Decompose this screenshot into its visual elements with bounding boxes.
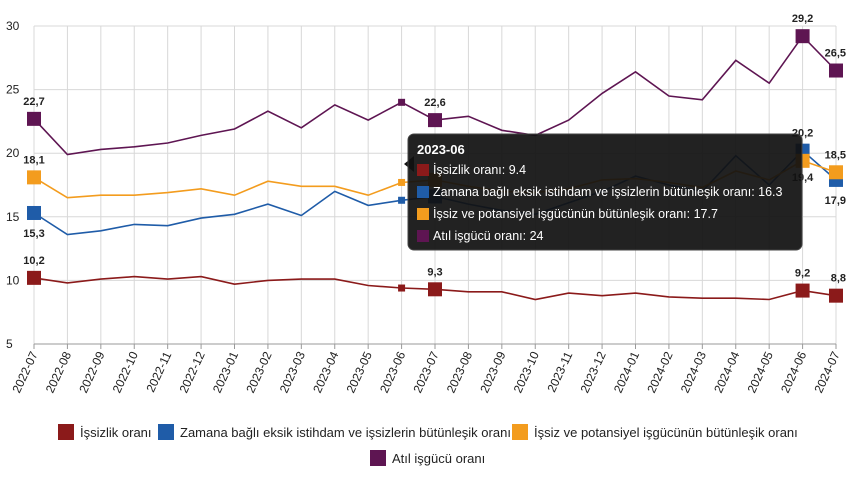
tooltip-title: 2023-06 [417,142,465,157]
legend-label[interactable]: İşsiz ve potansiyel işgücünün bütünleşik… [534,425,798,440]
data-labels: 22,7 22,629,226,518,119,418,515,320,217,9… [23,13,846,284]
x-tick-label: 2024-02 [644,349,675,395]
x-tick-label: 2023-01 [210,349,241,395]
y-tick-label: 5 [6,337,13,351]
x-tick-label: 2024-03 [678,349,709,395]
series-marker[interactable] [829,63,843,78]
series-marker[interactable] [27,270,41,285]
legend: İşsizlik oranı Zamana bağlı eksik istihda… [58,424,798,466]
legend-swatch[interactable] [58,424,74,440]
x-tick-label: 2023-07 [410,349,441,395]
data-label: 10,2 [23,255,44,267]
legend-label[interactable]: Atıl işgücü oranı [392,451,485,466]
legend-swatch[interactable] [512,424,528,440]
data-label: 9,2 [795,268,810,280]
x-tick-label: 2022-09 [76,349,107,395]
data-label: 29,2 [792,13,813,25]
x-tick-label: 2023-06 [377,349,408,395]
x-tick-label: 2022-07 [9,349,40,395]
x-tick-label: 2022-12 [176,349,207,395]
series-marker[interactable] [27,111,41,126]
hover-marker[interactable] [398,196,406,204]
x-tick-label: 2022-08 [43,349,74,395]
x-tick-label: 2023-04 [310,349,341,395]
tooltip-row: İşsizlik oranı: 9.4 [433,163,526,177]
x-tick-label: 2024-06 [778,349,809,395]
x-tick-label: 2023-02 [243,349,274,395]
data-label: 9,3 [427,266,442,278]
legend-swatch[interactable] [158,424,174,440]
series-marker[interactable] [27,205,41,220]
y-tick-label: 20 [6,146,20,160]
x-tick-label: 2023-11 [544,349,575,394]
data-label: 15,3 [23,228,44,240]
y-tick-label: 15 [6,210,20,224]
series-marker[interactable] [27,170,41,185]
tooltip-row: Atıl işgücü oranı: 24 [433,229,544,243]
data-label: 8,8 [831,273,846,285]
legend-label[interactable]: İşsizlik oranı [80,425,152,440]
x-tick-label: 2022-10 [110,349,141,395]
x-tick-label: 2024-01 [611,349,642,395]
x-tick-label: 2023-12 [577,349,608,395]
x-tick-label: 2023-09 [477,349,508,395]
x-tick-label: 2023-05 [344,349,375,395]
data-label: 26,5 [825,48,846,60]
hover-marker[interactable] [398,98,406,106]
legend-label[interactable]: Zamana bağlı eksik istihdam ve işsizleri… [180,425,511,440]
x-tick-label: 2023-08 [444,349,475,395]
legend-swatch[interactable] [370,450,386,466]
data-label: 22,7 [23,96,44,108]
series-marker[interactable] [795,283,810,298]
series-marker[interactable] [428,282,442,297]
tooltip-swatch [417,208,429,220]
series-marker[interactable] [829,165,843,180]
x-tick-label: 2023-10 [511,349,542,395]
x-axis: 2022-07 2022-08 2022-09 2022-10 2022-11 2022-… [9,343,843,395]
x-tick-label: 2024-05 [745,349,776,395]
y-tick-label: 10 [6,273,20,287]
data-label: 22,6 [424,97,445,109]
tooltip-row: Zamana bağlı eksik istihdam ve işsizleri… [433,185,783,199]
hover-marker[interactable] [398,178,406,186]
series-marker[interactable] [795,29,810,44]
data-label: 18,1 [23,154,44,166]
data-label: 17,9 [825,195,846,207]
series-marker[interactable] [829,288,843,303]
y-tick-label: 30 [6,19,20,33]
x-tick-label: 2024-04 [711,349,742,395]
x-tick-label: 2024-07 [811,349,842,395]
tooltip-box [407,133,803,251]
tooltip: 2023-06 İşsizlik oranı: 9.4 Zamana bağlı e… [404,133,803,251]
data-label: 18,5 [825,149,846,161]
tooltip-row: İşsiz ve potansiyel işgücünün bütünleşik… [433,207,718,221]
x-tick-label: 2023-03 [277,349,308,395]
y-tick-label: 25 [6,83,20,97]
hover-marker[interactable] [398,284,406,292]
y-axis: 5 10 15 20 25 30 [6,19,20,351]
x-tick-label: 2022-11 [143,349,174,394]
tooltip-swatch [417,230,429,242]
series-marker[interactable] [428,113,442,128]
tooltip-swatch [417,186,429,198]
tooltip-swatch [417,164,429,176]
